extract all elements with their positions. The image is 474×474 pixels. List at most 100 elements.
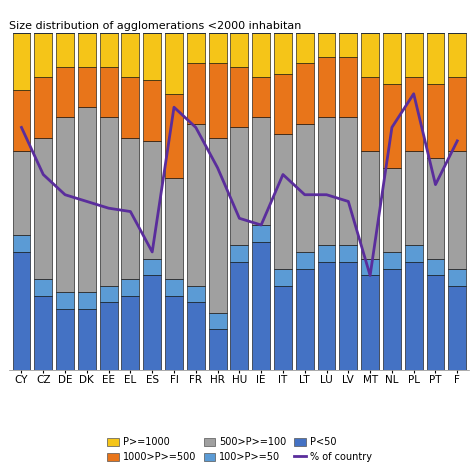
Bar — [448, 269, 466, 285]
Bar — [318, 57, 336, 117]
Bar — [165, 279, 183, 296]
Bar — [427, 83, 445, 158]
Bar — [274, 285, 292, 370]
Bar — [78, 107, 96, 292]
Bar — [100, 302, 118, 370]
Bar — [165, 296, 183, 370]
Bar — [209, 33, 227, 64]
Bar — [121, 23, 139, 33]
Bar — [143, 259, 161, 275]
Bar — [121, 279, 139, 296]
Bar — [339, 33, 357, 57]
Bar — [427, 33, 445, 83]
Bar — [296, 124, 314, 252]
Bar — [274, 73, 292, 134]
Bar — [274, 33, 292, 73]
Bar — [361, 259, 379, 275]
Bar — [339, 23, 357, 33]
Bar — [187, 124, 205, 285]
Bar — [165, 178, 183, 279]
Bar — [318, 33, 336, 57]
Bar — [143, 33, 161, 80]
Bar — [78, 292, 96, 309]
Bar — [56, 117, 74, 292]
Bar — [339, 57, 357, 117]
Bar — [427, 275, 445, 370]
Bar — [318, 117, 336, 245]
Bar — [34, 279, 52, 296]
Bar — [405, 262, 423, 370]
Bar — [34, 77, 52, 137]
Bar — [252, 33, 270, 77]
Bar — [405, 77, 423, 151]
Bar — [427, 158, 445, 259]
Bar — [383, 269, 401, 370]
Bar — [383, 83, 401, 168]
Bar — [187, 285, 205, 302]
Bar — [383, 33, 401, 83]
Bar — [56, 67, 74, 117]
Bar — [121, 137, 139, 279]
Bar — [296, 269, 314, 370]
Bar — [296, 64, 314, 124]
Bar — [143, 23, 161, 33]
Bar — [274, 23, 292, 33]
Bar — [318, 245, 336, 262]
Bar — [383, 168, 401, 252]
Bar — [209, 137, 227, 312]
Bar — [34, 137, 52, 279]
Bar — [187, 64, 205, 124]
Bar — [405, 33, 423, 77]
Bar — [383, 23, 401, 33]
Bar — [230, 33, 248, 67]
Bar — [296, 33, 314, 64]
Bar — [230, 245, 248, 262]
Bar — [12, 235, 30, 252]
Bar — [100, 23, 118, 33]
Bar — [78, 67, 96, 107]
Bar — [165, 23, 183, 33]
Bar — [405, 245, 423, 262]
Bar — [230, 262, 248, 370]
Bar — [12, 23, 30, 33]
Bar — [230, 128, 248, 245]
Bar — [274, 134, 292, 269]
Bar — [361, 33, 379, 77]
Bar — [339, 117, 357, 245]
Bar — [187, 302, 205, 370]
Bar — [34, 23, 52, 33]
Bar — [165, 94, 183, 178]
Bar — [448, 77, 466, 151]
Bar — [12, 252, 30, 370]
Bar — [405, 23, 423, 33]
Bar — [34, 296, 52, 370]
Bar — [209, 23, 227, 33]
Bar — [427, 259, 445, 275]
Bar — [339, 245, 357, 262]
Bar — [252, 23, 270, 33]
Bar — [56, 23, 74, 33]
Legend: P>=1000, 1000>P>=500, 500>P>=100, 100>P>=50, P<50, % of country: P>=1000, 1000>P>=500, 500>P>=100, 100>P>… — [103, 433, 376, 466]
Bar — [143, 275, 161, 370]
Bar — [252, 225, 270, 242]
Bar — [78, 23, 96, 33]
Bar — [361, 151, 379, 259]
Bar — [296, 252, 314, 269]
Bar — [339, 262, 357, 370]
Bar — [56, 33, 74, 67]
Bar — [78, 33, 96, 67]
Bar — [448, 33, 466, 77]
Bar — [143, 141, 161, 259]
Bar — [100, 33, 118, 67]
Bar — [252, 117, 270, 225]
Bar — [56, 292, 74, 309]
Bar — [209, 64, 227, 137]
Bar — [296, 23, 314, 33]
Bar — [100, 285, 118, 302]
Bar — [12, 33, 30, 91]
Bar — [448, 23, 466, 33]
Bar — [12, 151, 30, 235]
Bar — [209, 329, 227, 370]
Bar — [230, 67, 248, 128]
Bar — [427, 23, 445, 33]
